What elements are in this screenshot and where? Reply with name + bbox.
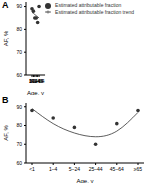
html-text:A: A (2, 0, 9, 10)
svg-text:1–4: 1–4 (49, 166, 58, 172)
svg-text:25–44: 25–44 (29, 77, 44, 84)
svg-text:≥65: ≥65 (35, 78, 44, 84)
svg-text:80: 80 (16, 122, 22, 128)
svg-text:70: 70 (16, 49, 22, 55)
svg-text:45–64: 45–64 (31, 78, 45, 84)
svg-text:90: 90 (16, 3, 22, 9)
svg-text:<1: <1 (29, 166, 35, 172)
svg-text:5–24: 5–24 (69, 166, 80, 172)
svg-text:45–64: 45–64 (110, 166, 124, 172)
svg-text:AF, %: AF, % (8, 30, 9, 46)
svg-text:60: 60 (16, 72, 22, 78)
svg-text:AF, %: AF, % (8, 125, 9, 141)
svg-text:≥65: ≥65 (134, 166, 142, 172)
svg-text:60: 60 (16, 160, 22, 166)
svg-text:Age, y: Age, y (27, 90, 44, 95)
svg-text:70: 70 (16, 141, 22, 147)
svg-text:90: 90 (16, 104, 22, 110)
html-text:Estimated attributable fractio: Estimated attributable fraction trend (55, 8, 134, 15)
svg-text:Age, y: Age, y (76, 178, 93, 183)
svg-text:25–44: 25–44 (89, 166, 103, 172)
html-text:Estimated attributable fractio: Estimated attributable fraction (55, 2, 122, 8)
svg-text:80: 80 (16, 26, 22, 32)
html-text:B: B (2, 95, 9, 105)
